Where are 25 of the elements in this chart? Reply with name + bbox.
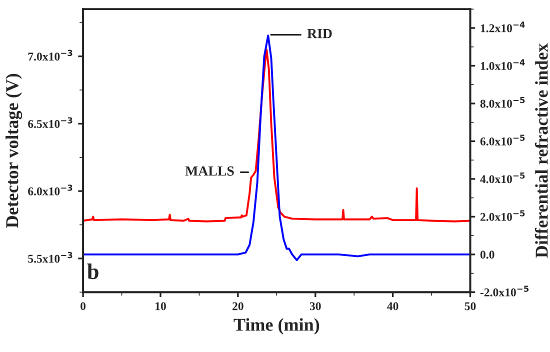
y2-tick-label: 0.0 [480,250,494,259]
x-tick-label: 20 [232,302,244,310]
x-axis-title: Time (min) [234,318,320,335]
y2-tick-label: 1.0x10$^{−4}$ [480,59,525,70]
y2-tick-label: -2.0x10$^{−5}$ [480,286,529,296]
x-tick-label: 0 [80,302,86,310]
y-tick-label: 7.0x10$^{−3}$ [28,50,72,61]
x-tick-label: 30 [310,302,321,310]
annotation: b [87,264,98,280]
line-series [83,48,470,222]
annotation: RID [307,29,332,38]
x-tick-label: 10 [156,302,166,310]
annotation: MALLS [185,166,234,176]
y2-tick-label: 1.2x10$^{−4}$ [480,22,525,32]
y-tick-label: 5.5x10$^{−3}$ [28,252,72,263]
y2-axis-title: Differential refractive index [534,43,548,258]
y2-tick-label: 8.0x10$^{−5}$ [480,97,525,108]
y-tick-label: 6.0x10$^{−3}$ [28,184,72,196]
x-tick-label: 50 [464,302,476,310]
y2-tick-label: 6.0x10$^{−5}$ [480,134,525,146]
y2-tick-label: 2.0x10$^{−5}$ [480,210,525,221]
y-tick-label: 6.5x10$^{−3}$ [28,117,72,128]
y2-tick-label: 4.0x10$^{−5}$ [480,172,525,184]
y-axis-title: Detector voltage (V) [6,74,22,228]
x-tick-label: 40 [387,302,398,310]
